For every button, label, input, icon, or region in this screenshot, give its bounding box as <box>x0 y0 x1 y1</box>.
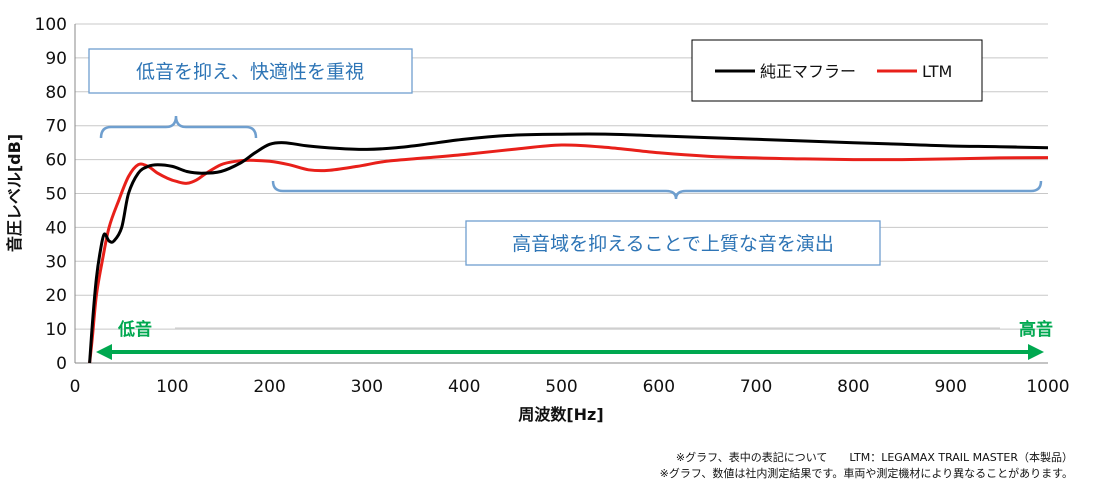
series-line-stock <box>88 132 1049 364</box>
x-tick-labels: 0 100 200 300 400 500 600 700 800 900 1000 <box>70 377 1070 397</box>
x-axis-title: 周波数[Hz] <box>518 405 603 424</box>
x-tick-label: 1000 <box>1026 377 1069 397</box>
y-tick-label: 90 <box>45 49 67 69</box>
x-tick-label: 0 <box>70 377 81 397</box>
y-tick-labels: 0 10 20 30 40 50 60 70 80 90 100 <box>35 15 67 374</box>
low-callout-text: 低音を抑え、快適性を重視 <box>136 61 364 83</box>
series-line-ltm <box>88 143 1049 364</box>
x-tick-label: 600 <box>643 377 675 397</box>
range-arrow-right-head <box>1028 344 1044 360</box>
low-callout-box <box>88 48 413 94</box>
low-range-label: 低音 <box>117 319 152 340</box>
y-tick-label: 30 <box>45 252 67 272</box>
y-tick-label: 0 <box>56 354 67 374</box>
legend-label-ltm: LTM <box>922 62 952 81</box>
y-tick-label: 80 <box>45 83 67 103</box>
range-arrow-left-head <box>96 344 112 360</box>
legend-label-stock: 純正マフラー <box>760 62 856 81</box>
y-axis-title: 音圧レベル[dB] <box>5 134 24 252</box>
footnote-2: ※グラフ、数値は社内測定結果です。車両や測定機材により異なることがあります。 <box>660 466 1073 480</box>
y-tick-label: 50 <box>45 185 67 205</box>
x-tick-label: 300 <box>351 377 383 397</box>
x-tick-label: 900 <box>934 377 966 397</box>
x-tick-label: 700 <box>740 377 772 397</box>
low-range-brace <box>99 115 258 139</box>
y-tick-label: 70 <box>45 117 67 137</box>
high-range-label: 高音 <box>1019 319 1053 340</box>
series-lines <box>88 132 1049 364</box>
x-tick-label: 500 <box>545 377 577 397</box>
y-tick-label: 20 <box>45 286 67 306</box>
x-tick-label: 400 <box>448 377 480 397</box>
footnote-1: ※グラフ、表中の表記について LTM：LEGAMAX TRAIL MASTER（… <box>676 450 1073 464</box>
y-tick-label: 60 <box>45 151 67 171</box>
y-tick-label: 100 <box>35 15 67 35</box>
legend: 純正マフラー LTM <box>691 39 983 102</box>
y-tick-label: 40 <box>45 218 67 238</box>
x-tick-label: 100 <box>156 377 188 397</box>
high-range-brace <box>271 180 1043 200</box>
high-callout-box <box>465 220 881 266</box>
high-callout-text: 高音域を抑えることで上質な音を演出 <box>512 233 834 255</box>
x-tick-label: 800 <box>837 377 869 397</box>
x-tick-label: 200 <box>253 377 285 397</box>
y-tick-label: 10 <box>45 320 67 340</box>
